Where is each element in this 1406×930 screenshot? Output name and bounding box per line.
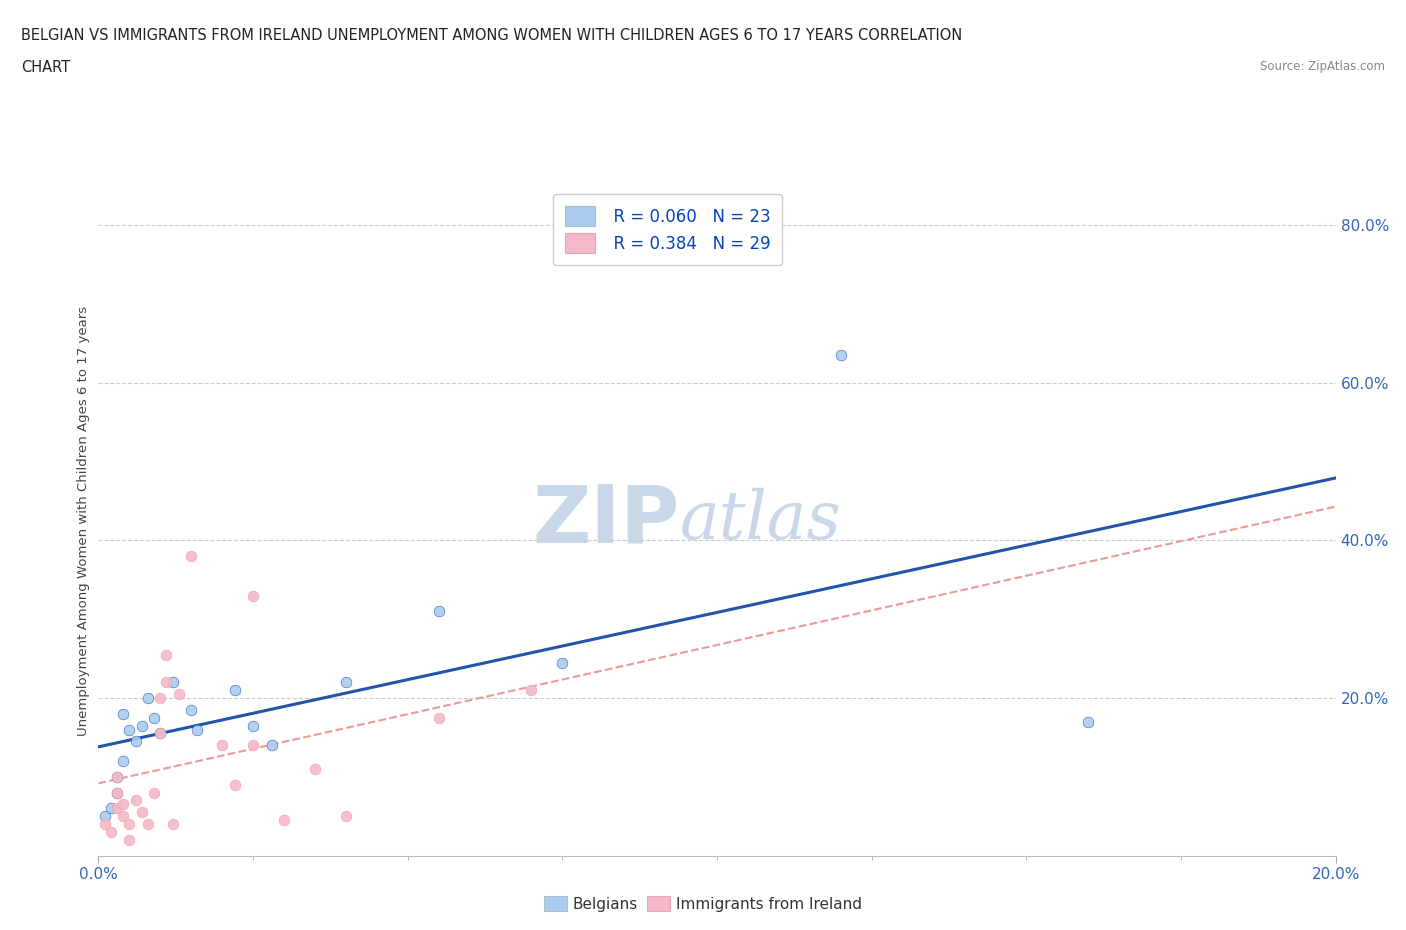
Point: [112, 797, 135, 812]
Text: Source: ZipAtlas.com: Source: ZipAtlas.com: [1260, 60, 1385, 73]
Point: [118, 832, 141, 847]
Point: [112, 707, 135, 722]
Point: [224, 777, 246, 792]
Point: [149, 726, 172, 741]
Point: [242, 588, 264, 603]
Point: [242, 718, 264, 733]
Point: [143, 711, 166, 725]
Point: [149, 726, 172, 741]
Point: [105, 769, 128, 784]
Point: [162, 675, 184, 690]
Point: [167, 686, 190, 701]
Point: [131, 718, 153, 733]
Point: [124, 734, 146, 749]
Point: [520, 683, 543, 698]
Point: [427, 604, 450, 618]
Point: [118, 722, 141, 737]
Point: [100, 801, 122, 816]
Point: [180, 549, 202, 564]
Point: [335, 675, 357, 690]
Point: [93, 809, 115, 824]
Point: [112, 809, 135, 824]
Point: [136, 691, 159, 706]
Text: atlas: atlas: [681, 488, 842, 553]
Point: [105, 769, 128, 784]
Point: [260, 737, 283, 752]
Point: [131, 804, 153, 819]
Legend:   R = 0.060   N = 23,   R = 0.384   N = 29: R = 0.060 N = 23, R = 0.384 N = 29: [553, 194, 782, 265]
Point: [143, 785, 166, 800]
Text: BELGIAN VS IMMIGRANTS FROM IRELAND UNEMPLOYMENT AMONG WOMEN WITH CHILDREN AGES 6: BELGIAN VS IMMIGRANTS FROM IRELAND UNEMP…: [21, 28, 962, 43]
Point: [242, 737, 264, 752]
Point: [93, 817, 115, 831]
Point: [162, 817, 184, 831]
Y-axis label: Unemployment Among Women with Children Ages 6 to 17 years: Unemployment Among Women with Children A…: [77, 306, 90, 736]
Point: [211, 737, 233, 752]
Text: CHART: CHART: [21, 60, 70, 75]
Point: [186, 722, 208, 737]
Point: [304, 762, 326, 777]
Point: [155, 675, 177, 690]
Legend: Belgians, Immigrants from Ireland: Belgians, Immigrants from Ireland: [537, 889, 869, 918]
Point: [427, 711, 450, 725]
Point: [136, 817, 159, 831]
Point: [830, 348, 852, 363]
Point: [273, 813, 295, 828]
Point: [105, 785, 128, 800]
Point: [180, 702, 202, 717]
Point: [1077, 714, 1099, 729]
Point: [105, 801, 128, 816]
Point: [118, 817, 141, 831]
Point: [112, 753, 135, 768]
Point: [100, 825, 122, 840]
Text: ZIP: ZIP: [533, 482, 681, 560]
Point: [149, 691, 172, 706]
Point: [224, 683, 246, 698]
Point: [551, 655, 574, 670]
Point: [124, 793, 146, 808]
Point: [155, 647, 177, 662]
Point: [335, 809, 357, 824]
Point: [105, 785, 128, 800]
